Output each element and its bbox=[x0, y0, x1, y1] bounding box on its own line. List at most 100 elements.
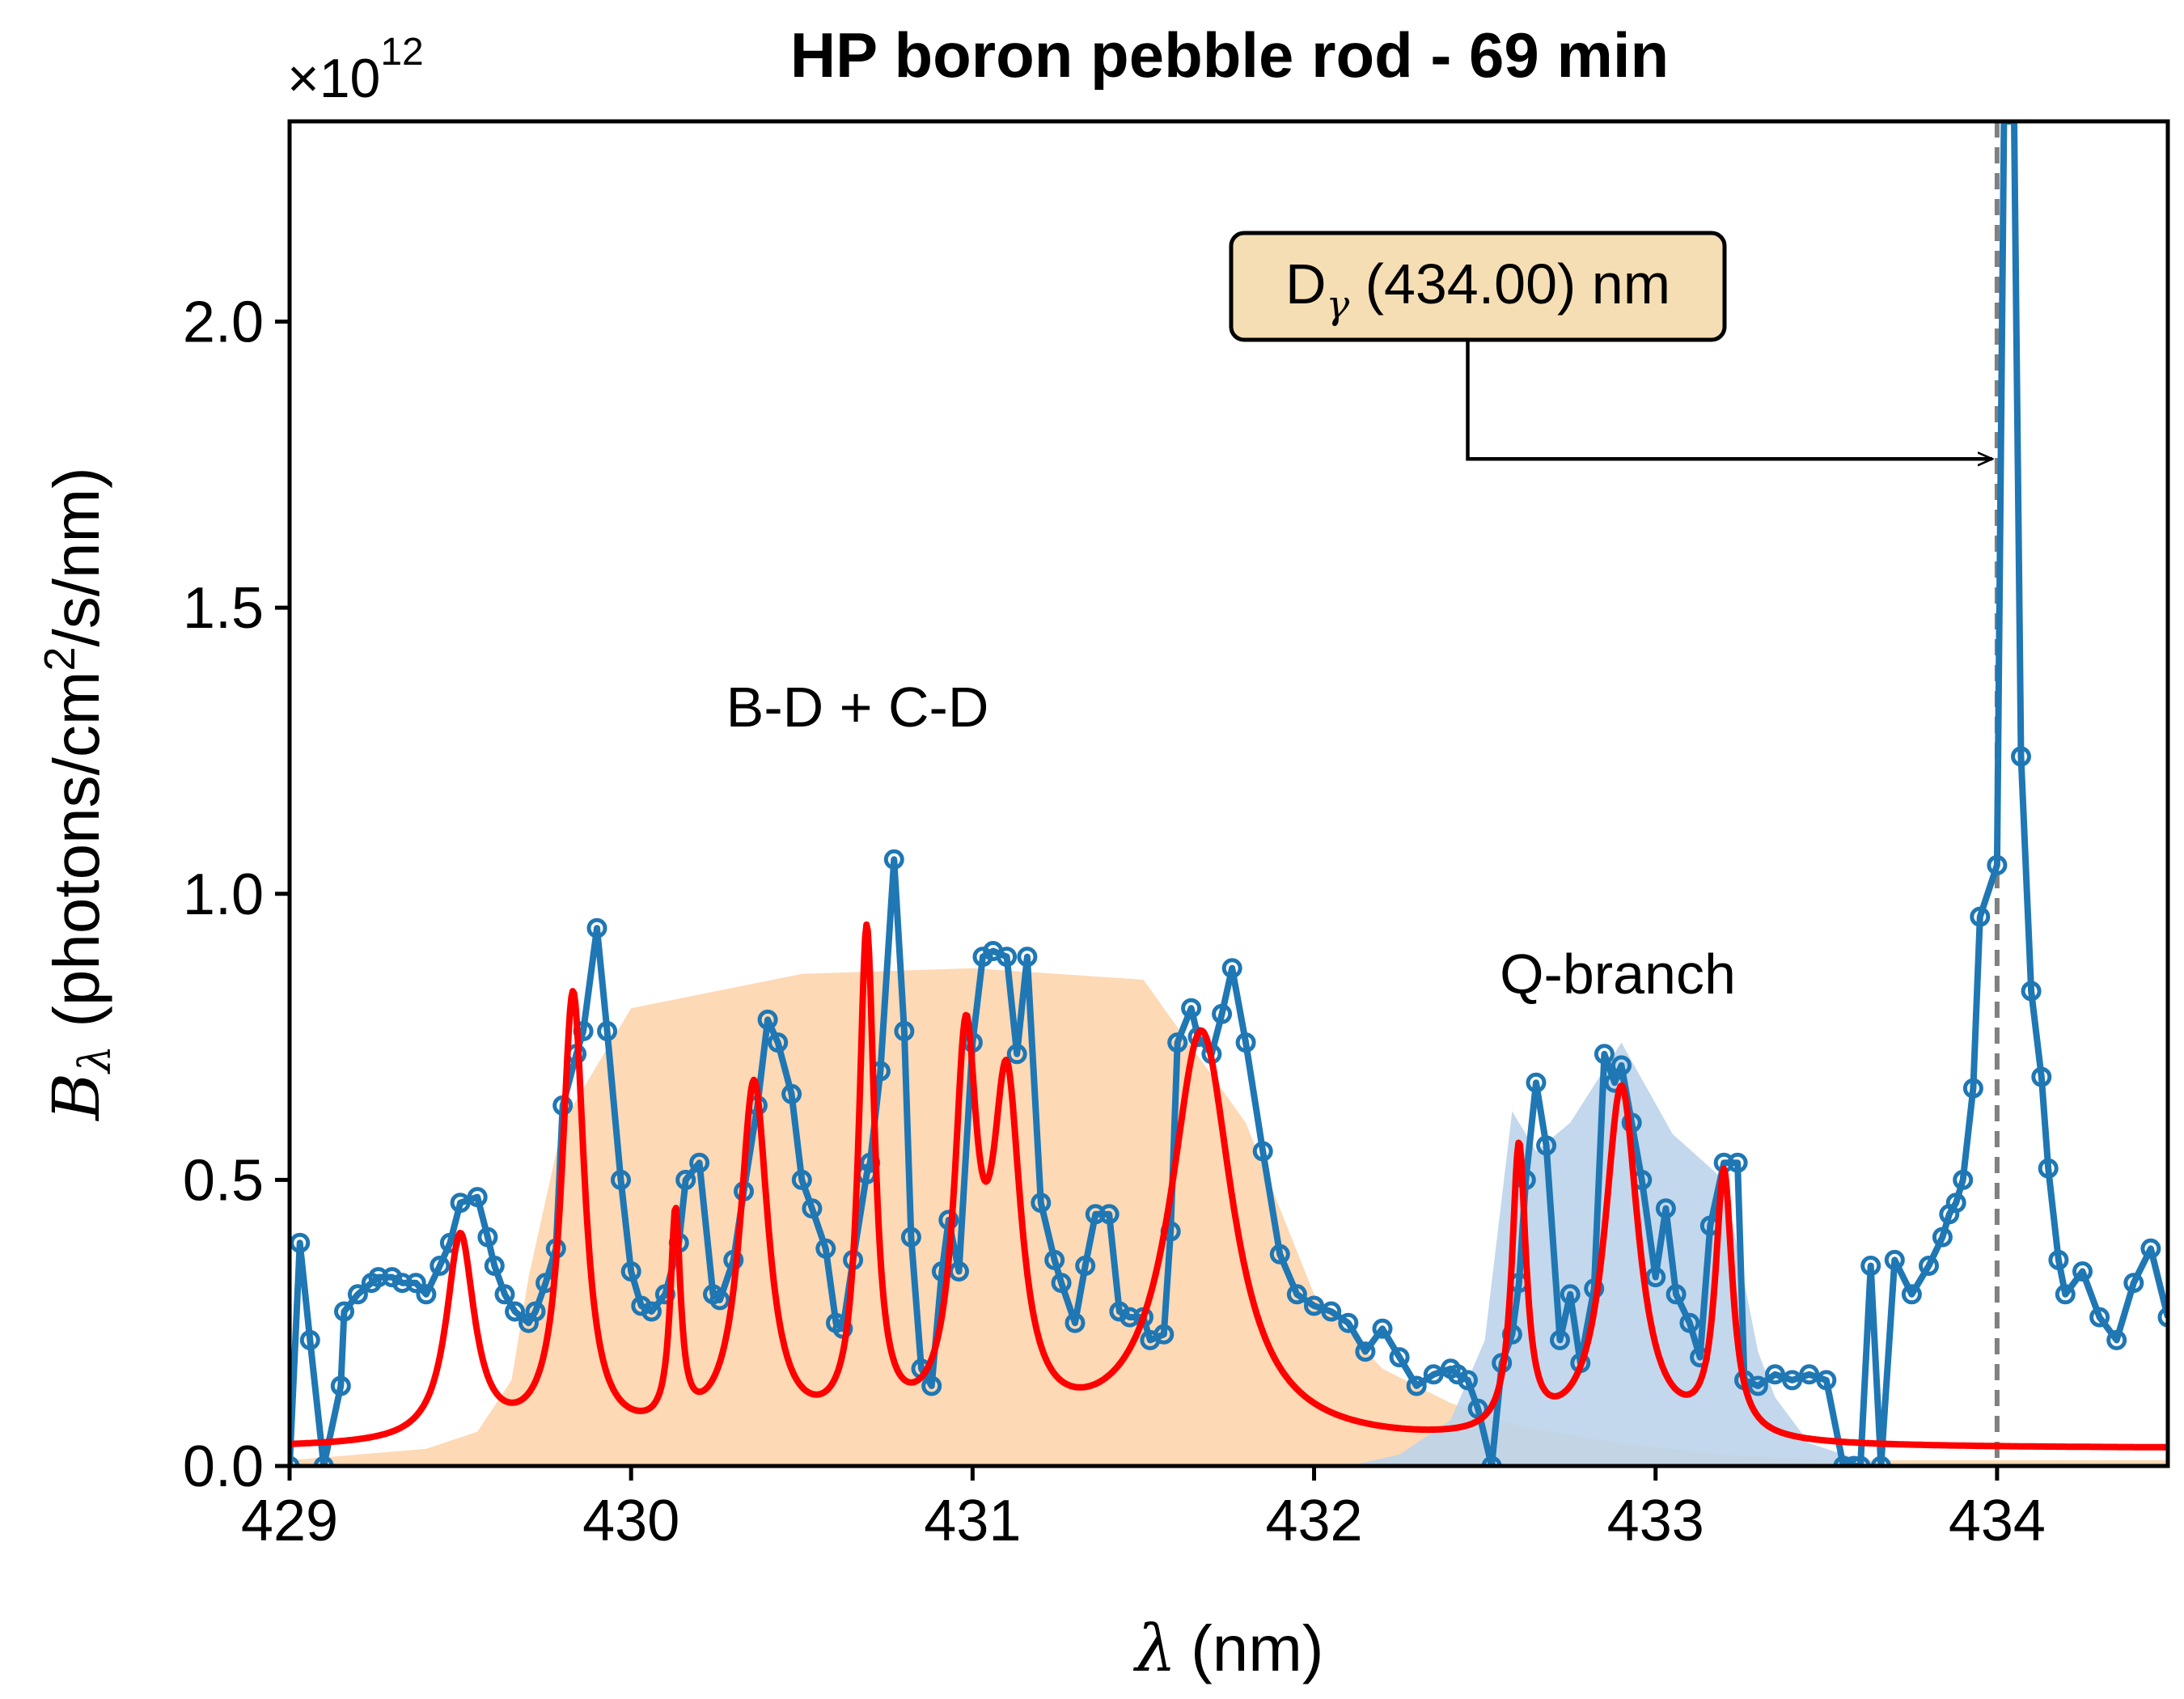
measured-point bbox=[1304, 1295, 1324, 1316]
measured-point bbox=[768, 1032, 789, 1053]
y-axis-unit-post: /s/nm) bbox=[40, 467, 112, 646]
measured-series-line bbox=[290, 121, 2168, 1466]
measured-point bbox=[1560, 1284, 1581, 1305]
measured-point bbox=[1655, 1198, 1676, 1219]
measured-point bbox=[1962, 1078, 1983, 1099]
chart-title: HP boron pebble rod - 69 min bbox=[790, 19, 1669, 91]
dgamma-sub: γ bbox=[1327, 282, 1350, 328]
measured-point bbox=[900, 1227, 921, 1248]
y-multiplier-exponent: 12 bbox=[380, 31, 423, 74]
measured-point bbox=[757, 1009, 778, 1030]
measured-point bbox=[1970, 906, 1991, 927]
measured-point bbox=[347, 1284, 368, 1305]
measured-point bbox=[1850, 1455, 1871, 1466]
measured-point bbox=[1860, 1256, 1881, 1276]
x-tick-label: 432 bbox=[1265, 1489, 1362, 1553]
measured-point bbox=[1816, 1370, 1837, 1391]
measured-point bbox=[802, 1198, 823, 1219]
measured-point bbox=[1727, 1152, 1748, 1173]
measured-point bbox=[675, 1169, 696, 1190]
measured-point bbox=[815, 1238, 836, 1259]
measured-point bbox=[1120, 1307, 1141, 1328]
measured-point bbox=[883, 849, 904, 870]
measured-point bbox=[1833, 1455, 1854, 1466]
measured-point bbox=[1467, 1398, 1488, 1419]
measured-point bbox=[477, 1227, 498, 1248]
measured-point bbox=[597, 1021, 618, 1041]
measured-point bbox=[2031, 1066, 2052, 1087]
measured-point bbox=[611, 1169, 631, 1190]
measured-point bbox=[1536, 1135, 1557, 1156]
y-multiplier-base: ×10 bbox=[287, 48, 380, 109]
measured-point bbox=[1782, 1370, 1803, 1391]
measured-point bbox=[620, 1261, 641, 1282]
measured-point bbox=[2021, 981, 2042, 1002]
measured-point bbox=[1987, 854, 2008, 875]
measured-point bbox=[689, 1152, 710, 1173]
measured-point bbox=[949, 1261, 969, 1282]
y-axis-label: Bλ (photons/cm2/s/nm) bbox=[36, 467, 121, 1122]
measured-point bbox=[368, 1267, 389, 1288]
measured-point bbox=[1747, 1375, 1768, 1396]
measured-point bbox=[709, 1290, 730, 1311]
x-axis-symbol: λ bbox=[1132, 1611, 1176, 1686]
measured-point bbox=[1666, 1284, 1687, 1305]
measured-point bbox=[405, 1273, 426, 1294]
y-tick-label: 1.0 bbox=[183, 862, 264, 927]
measured-point bbox=[290, 1232, 311, 1253]
measured-point bbox=[921, 1375, 942, 1396]
measured-point bbox=[1458, 1370, 1478, 1391]
measured-point bbox=[1252, 1141, 1273, 1162]
measured-point bbox=[1884, 1249, 1905, 1270]
measured-point bbox=[1799, 1364, 1820, 1385]
measured-point bbox=[1181, 998, 1202, 1019]
measured-point bbox=[1153, 1324, 1175, 1345]
fit-series-line bbox=[290, 921, 2168, 1451]
measured-point bbox=[641, 1301, 662, 1322]
measured-point bbox=[791, 1169, 812, 1190]
measured-point bbox=[2089, 1307, 2110, 1328]
y-axis-unit-sup: 2 bbox=[36, 646, 84, 671]
measured-point bbox=[484, 1256, 505, 1276]
q-branch-fill-area bbox=[1348, 1042, 1895, 1466]
y-multiplier: ×1012 bbox=[287, 31, 424, 109]
measured-point bbox=[2055, 1284, 2076, 1305]
measured-point bbox=[1051, 1273, 1072, 1294]
measured-point bbox=[1167, 1032, 1188, 1053]
x-tick-label: 429 bbox=[241, 1489, 338, 1553]
measured-point bbox=[494, 1284, 515, 1305]
measured-point bbox=[1235, 1032, 1256, 1053]
measured-point bbox=[2038, 1158, 2059, 1179]
measured-point bbox=[1212, 1003, 1233, 1024]
measured-point bbox=[1594, 1044, 1615, 1065]
measured-point bbox=[1085, 1204, 1106, 1225]
measured-point bbox=[1098, 1204, 1120, 1225]
measured-point bbox=[1017, 947, 1038, 968]
measured-point bbox=[586, 917, 607, 938]
bdcd-label: B-D + C-D bbox=[726, 676, 989, 739]
measured-point bbox=[631, 1295, 652, 1316]
measured-point bbox=[1481, 1455, 1502, 1466]
q-branch-label: Q-branch bbox=[1500, 943, 1736, 1006]
measured-point bbox=[1901, 1284, 1922, 1305]
measured-point bbox=[2157, 1307, 2168, 1328]
x-axis-unit: (nm) bbox=[1191, 1612, 1323, 1684]
measured-point bbox=[330, 1375, 351, 1396]
measured-point bbox=[1286, 1284, 1307, 1305]
measured-point bbox=[450, 1193, 471, 1214]
measured-point bbox=[1843, 1455, 1864, 1466]
measured-point bbox=[1679, 1312, 1700, 1333]
x-axis-label: λ (nm) bbox=[1132, 1611, 1323, 1686]
measured-point bbox=[1423, 1364, 1444, 1385]
measured-point bbox=[467, 1187, 488, 1208]
measured-point bbox=[1945, 1193, 1966, 1214]
measured-point bbox=[1064, 1312, 1086, 1333]
measured-point bbox=[1338, 1312, 1359, 1333]
measured-point bbox=[2011, 746, 2031, 767]
dgamma-label: Dγ (434.00) nm bbox=[1285, 252, 1670, 328]
plot-frame bbox=[287, 119, 2170, 1468]
dgamma-rest: (434.00) nm bbox=[1349, 252, 1670, 316]
measured-point bbox=[2072, 1261, 2093, 1282]
measured-point bbox=[1406, 1375, 1427, 1396]
